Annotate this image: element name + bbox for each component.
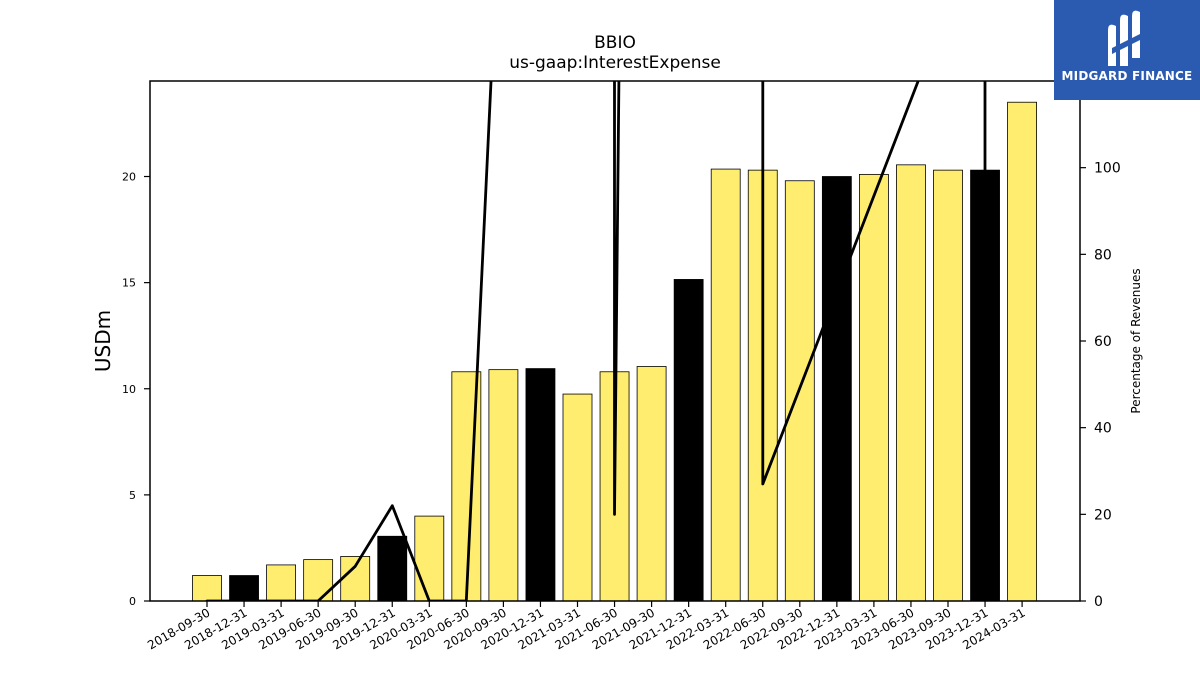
y2-axis-label: Percentage of Revenues (1129, 268, 1143, 413)
bar-2021-12-31 (673, 279, 704, 602)
bar-2018-09-30 (192, 575, 222, 602)
midgard-logo-icon (1108, 10, 1144, 67)
y2-tick-label: 20 (1094, 507, 1112, 523)
bar-2023-03-31 (859, 173, 889, 602)
bar-2020-09-30 (488, 369, 519, 602)
bar-2019-09-30 (340, 556, 371, 602)
y2-tick-label: 60 (1094, 334, 1112, 350)
bars (192, 101, 1037, 602)
right-axis: 0 20 40 60 80 100 (1080, 161, 1121, 610)
bar-2019-06-30 (303, 559, 334, 602)
y2-tick-label: 40 (1094, 421, 1112, 437)
bar-2020-03-31 (414, 515, 445, 602)
y2-tick-label: 80 (1094, 247, 1112, 263)
chart-title: BBIO (594, 33, 636, 53)
y-tick-label: 10 (122, 383, 136, 396)
bar-2024-03-31 (1007, 101, 1037, 602)
bar-2022-03-31 (710, 168, 741, 602)
y-tick-label: 20 (122, 171, 136, 184)
bar-2018-12-31 (229, 575, 259, 602)
brand-name: MIDGARD FINANCE (1061, 69, 1193, 83)
y2-tick-label: 100 (1094, 161, 1121, 177)
bar-2021-09-30 (636, 366, 667, 602)
y-tick-label: 15 (122, 277, 136, 290)
x-axis: 2018-09-302018-12-312019-03-312019-06-30… (145, 601, 1028, 652)
y-tick-label: 0 (129, 595, 136, 608)
bar-2019-12-31 (377, 535, 408, 602)
bar-2022-12-31 (821, 176, 852, 602)
bar-2023-06-30 (896, 164, 926, 602)
brand-logo: MIDGARD FINANCE (1054, 0, 1200, 100)
bar-2020-12-31 (525, 368, 556, 602)
y-tick-label: 5 (129, 489, 136, 502)
bar-2019-03-31 (266, 564, 297, 602)
chart-subtitle: us-gaap:InterestExpense (509, 53, 721, 73)
left-axis: 0 5 10 15 20 (122, 171, 150, 608)
y2-tick-label: 0 (1094, 594, 1103, 610)
bar-2023-09-30 (933, 169, 963, 602)
bar-2021-03-31 (562, 393, 593, 602)
y-axis-label: USDm (91, 310, 115, 372)
